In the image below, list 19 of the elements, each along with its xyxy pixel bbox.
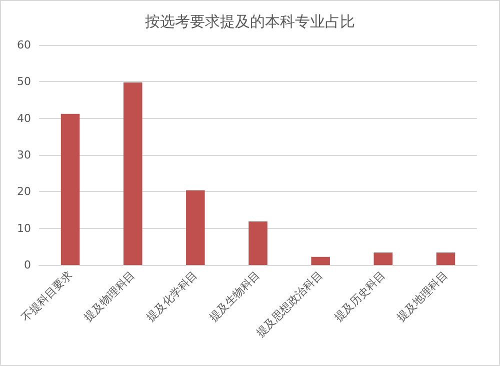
bar (436, 252, 456, 265)
y-tick-label: 40 (17, 112, 31, 125)
y-tick-label: 50 (17, 75, 31, 88)
bar (123, 82, 142, 265)
x-tick-label: 提及地理科目 (394, 268, 450, 324)
x-tick-label: 提及物理科目 (82, 268, 138, 324)
bar (60, 114, 80, 265)
y-tick-label: 10 (17, 222, 31, 235)
y-tick-label: 30 (17, 148, 31, 162)
bar (311, 256, 330, 265)
y-tick-label: 20 (17, 185, 31, 198)
chart-title: 按选考要求提及的本科专业占比 (145, 12, 355, 30)
bar (248, 221, 268, 265)
bar (186, 190, 205, 265)
x-tick-label: 提及历史科目 (332, 268, 388, 324)
bar (374, 252, 393, 265)
x-tick-label: 提及化学科目 (144, 268, 200, 324)
y-tick-label: 60 (17, 38, 31, 52)
x-tick-label: 提及生物科目 (206, 268, 263, 324)
